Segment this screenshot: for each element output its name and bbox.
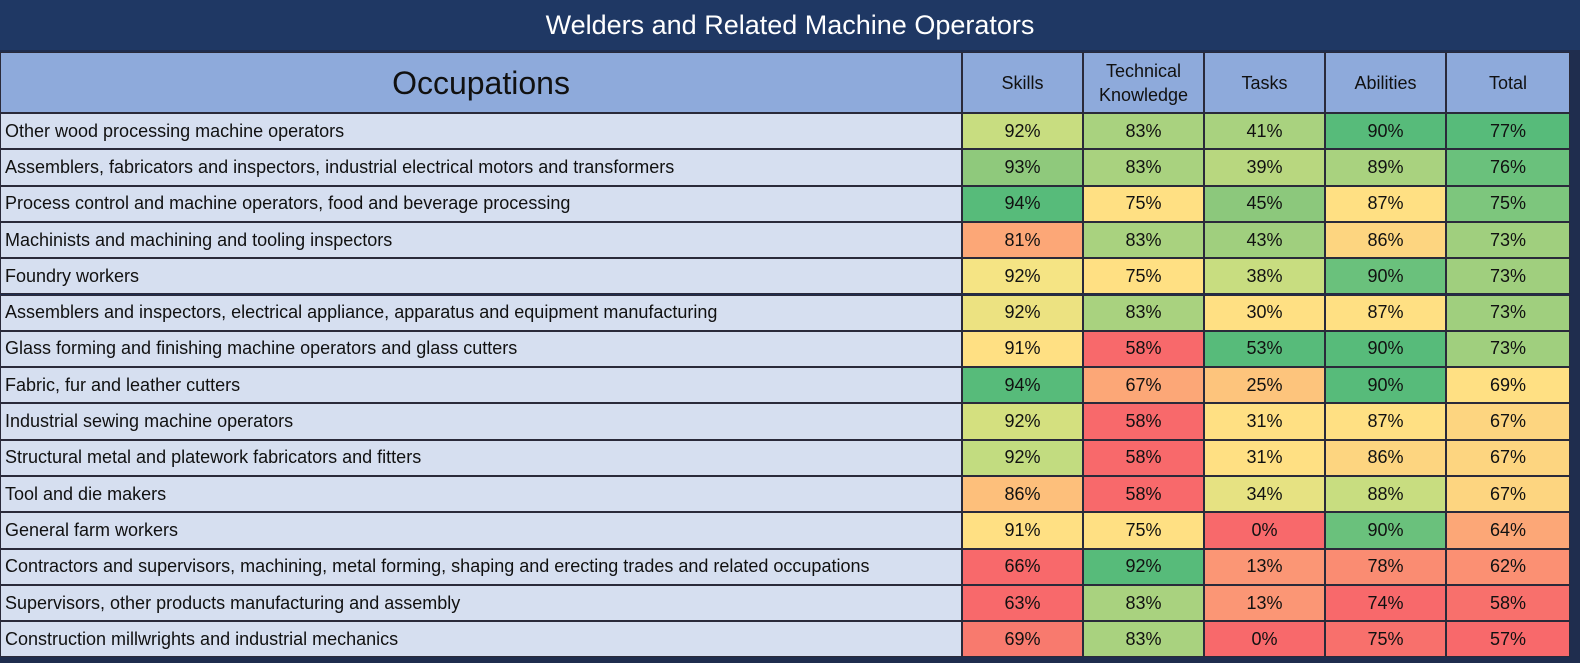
score-cell: 83%: [1083, 149, 1204, 186]
score-cell: 92%: [962, 439, 1083, 476]
score-cell: 92%: [962, 113, 1083, 150]
score-cell: 63%: [962, 584, 1083, 622]
occupation-cell: Assemblers and inspectors, electrical ap…: [0, 294, 962, 331]
score-cell: 75%: [1083, 185, 1204, 222]
occupation-cell: Other wood processing machine operators: [0, 113, 962, 150]
score-cell: 25%: [1204, 367, 1325, 404]
score-cell: 31%: [1204, 403, 1325, 440]
score-cell: 69%: [962, 621, 1083, 658]
occupation-cell: Tool and die makers: [0, 476, 962, 513]
score-cell: 90%: [1325, 258, 1446, 295]
score-cell: 13%: [1204, 584, 1325, 622]
score-cell: 73%: [1446, 258, 1570, 295]
score-cell: 66%: [962, 548, 1083, 585]
column-header: Total: [1446, 52, 1570, 113]
score-cell: 0%: [1204, 512, 1325, 549]
score-cell: 92%: [962, 258, 1083, 295]
column-header: Skills: [962, 52, 1083, 113]
score-cell: 58%: [1446, 584, 1570, 622]
score-cell: 92%: [1083, 548, 1204, 585]
column-header: Abilities: [1325, 52, 1446, 113]
score-cell: 34%: [1204, 476, 1325, 513]
score-cell: 83%: [1083, 621, 1204, 658]
occupations-header: Occupations: [0, 52, 962, 113]
score-cell: 90%: [1325, 512, 1446, 549]
score-cell: 86%: [962, 476, 1083, 513]
score-cell: 41%: [1204, 113, 1325, 150]
score-cell: 94%: [962, 367, 1083, 404]
score-cell: 92%: [962, 403, 1083, 440]
score-cell: 67%: [1446, 403, 1570, 440]
score-cell: 78%: [1325, 548, 1446, 585]
score-cell: 91%: [962, 330, 1083, 368]
score-cell: 58%: [1083, 439, 1204, 476]
score-cell: 67%: [1083, 367, 1204, 404]
occupation-cell: Construction millwrights and industrial …: [0, 621, 962, 658]
score-cell: 83%: [1083, 113, 1204, 150]
score-cell: 67%: [1446, 439, 1570, 476]
score-cell: 43%: [1204, 221, 1325, 259]
score-cell: 90%: [1325, 330, 1446, 368]
occupation-cell: Assemblers, fabricators and inspectors, …: [0, 149, 962, 186]
score-cell: 75%: [1083, 512, 1204, 549]
score-cell: 91%: [962, 512, 1083, 549]
score-cell: 94%: [962, 185, 1083, 222]
score-cell: 31%: [1204, 439, 1325, 476]
score-cell: 58%: [1083, 403, 1204, 440]
occupation-cell: Contractors and supervisors, machining, …: [0, 548, 962, 585]
score-cell: 53%: [1204, 330, 1325, 368]
column-header: Tasks: [1204, 52, 1325, 113]
score-cell: 86%: [1325, 221, 1446, 259]
score-cell: 77%: [1446, 113, 1570, 150]
table-title: Welders and Related Machine Operators: [0, 0, 1580, 50]
occupation-cell: General farm workers: [0, 512, 962, 549]
score-cell: 75%: [1325, 621, 1446, 658]
score-cell: 88%: [1325, 476, 1446, 513]
score-cell: 87%: [1325, 403, 1446, 440]
column-header: Technical Knowledge: [1083, 52, 1204, 113]
score-cell: 62%: [1446, 548, 1570, 585]
score-cell: 87%: [1325, 294, 1446, 331]
score-cell: 30%: [1204, 294, 1325, 331]
occupation-cell: Glass forming and finishing machine oper…: [0, 330, 962, 368]
score-cell: 92%: [962, 294, 1083, 331]
score-cell: 74%: [1325, 584, 1446, 622]
score-cell: 13%: [1204, 548, 1325, 585]
score-cell: 90%: [1325, 367, 1446, 404]
occupation-cell: Foundry workers: [0, 258, 962, 295]
score-cell: 45%: [1204, 185, 1325, 222]
score-cell: 58%: [1083, 330, 1204, 368]
score-cell: 89%: [1325, 149, 1446, 186]
score-cell: 73%: [1446, 294, 1570, 331]
score-cell: 58%: [1083, 476, 1204, 513]
score-cell: 87%: [1325, 185, 1446, 222]
occupation-cell: Supervisors, other products manufacturin…: [0, 584, 962, 622]
occupation-cell: Structural metal and platework fabricato…: [0, 439, 962, 476]
occupation-cell: Industrial sewing machine operators: [0, 403, 962, 440]
score-cell: 83%: [1083, 294, 1204, 331]
score-cell: 57%: [1446, 621, 1570, 658]
score-cell: 86%: [1325, 439, 1446, 476]
score-cell: 90%: [1325, 113, 1446, 150]
score-cell: 76%: [1446, 149, 1570, 186]
score-cell: 93%: [962, 149, 1083, 186]
score-cell: 38%: [1204, 258, 1325, 295]
score-cell: 39%: [1204, 149, 1325, 186]
occupation-cell: Fabric, fur and leather cutters: [0, 367, 962, 404]
score-cell: 73%: [1446, 221, 1570, 259]
score-cell: 0%: [1204, 621, 1325, 658]
score-cell: 81%: [962, 221, 1083, 259]
score-cell: 64%: [1446, 512, 1570, 549]
score-cell: 83%: [1083, 221, 1204, 259]
score-cell: 75%: [1446, 185, 1570, 222]
occupation-cell: Machinists and machining and tooling ins…: [0, 221, 962, 259]
score-cell: 73%: [1446, 330, 1570, 368]
score-cell: 75%: [1083, 258, 1204, 295]
occupation-cell: Process control and machine operators, f…: [0, 185, 962, 222]
score-cell: 67%: [1446, 476, 1570, 513]
score-cell: 83%: [1083, 584, 1204, 622]
score-cell: 69%: [1446, 367, 1570, 404]
